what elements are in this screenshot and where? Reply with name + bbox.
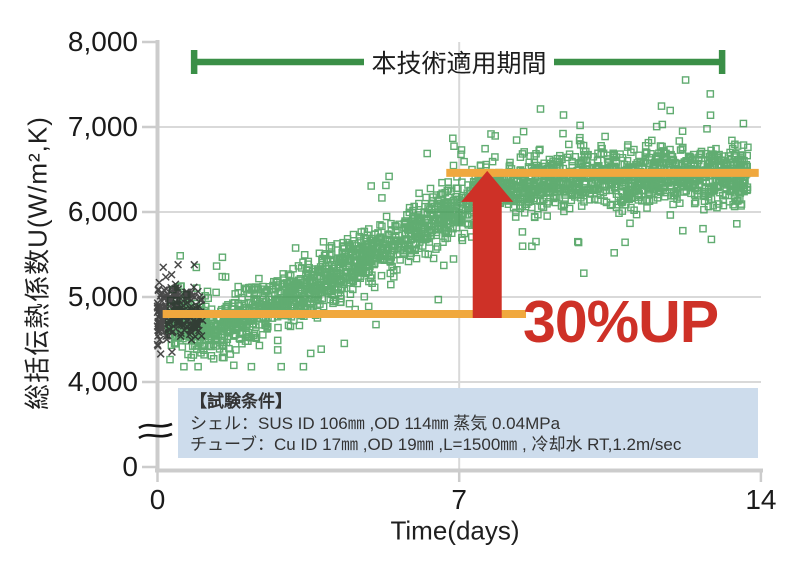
test-conditions-box: 【試験条件】 シェル：SUS ID 106㎜ ,OD 114㎜ 蒸気 0.04M…: [178, 388, 758, 458]
period-bracket-label: 本技術適用期間: [371, 50, 547, 78]
test-conditions-title: 【試験条件】: [190, 392, 292, 411]
up-arrow: [461, 170, 514, 318]
y-tick-label: 0: [122, 451, 138, 482]
x-axis-title: Time(days): [390, 515, 520, 546]
x-tick-label: 0: [149, 484, 166, 515]
x-tick-label: 14: [745, 484, 777, 515]
test-conditions-shell-line: シェル：SUS ID 106㎜ ,OD 114㎜ 蒸気 0.04MPa: [190, 413, 561, 433]
test-conditions-tube-line: チューブ：Cu ID 17㎜ ,OD 19㎜ ,L=1500㎜ , 冷却水 RT…: [190, 435, 682, 454]
improvement-percentage-label: 30%UP: [523, 289, 719, 355]
y-tick-label: 6,000: [67, 196, 138, 227]
y-tick-label: 8,000: [67, 26, 138, 57]
y-tick-label: 7,000: [67, 111, 138, 142]
y-tick-label: 4,000: [67, 366, 138, 397]
y-tick-label: 5,000: [67, 281, 138, 312]
x-tick-label: 7: [451, 484, 467, 515]
